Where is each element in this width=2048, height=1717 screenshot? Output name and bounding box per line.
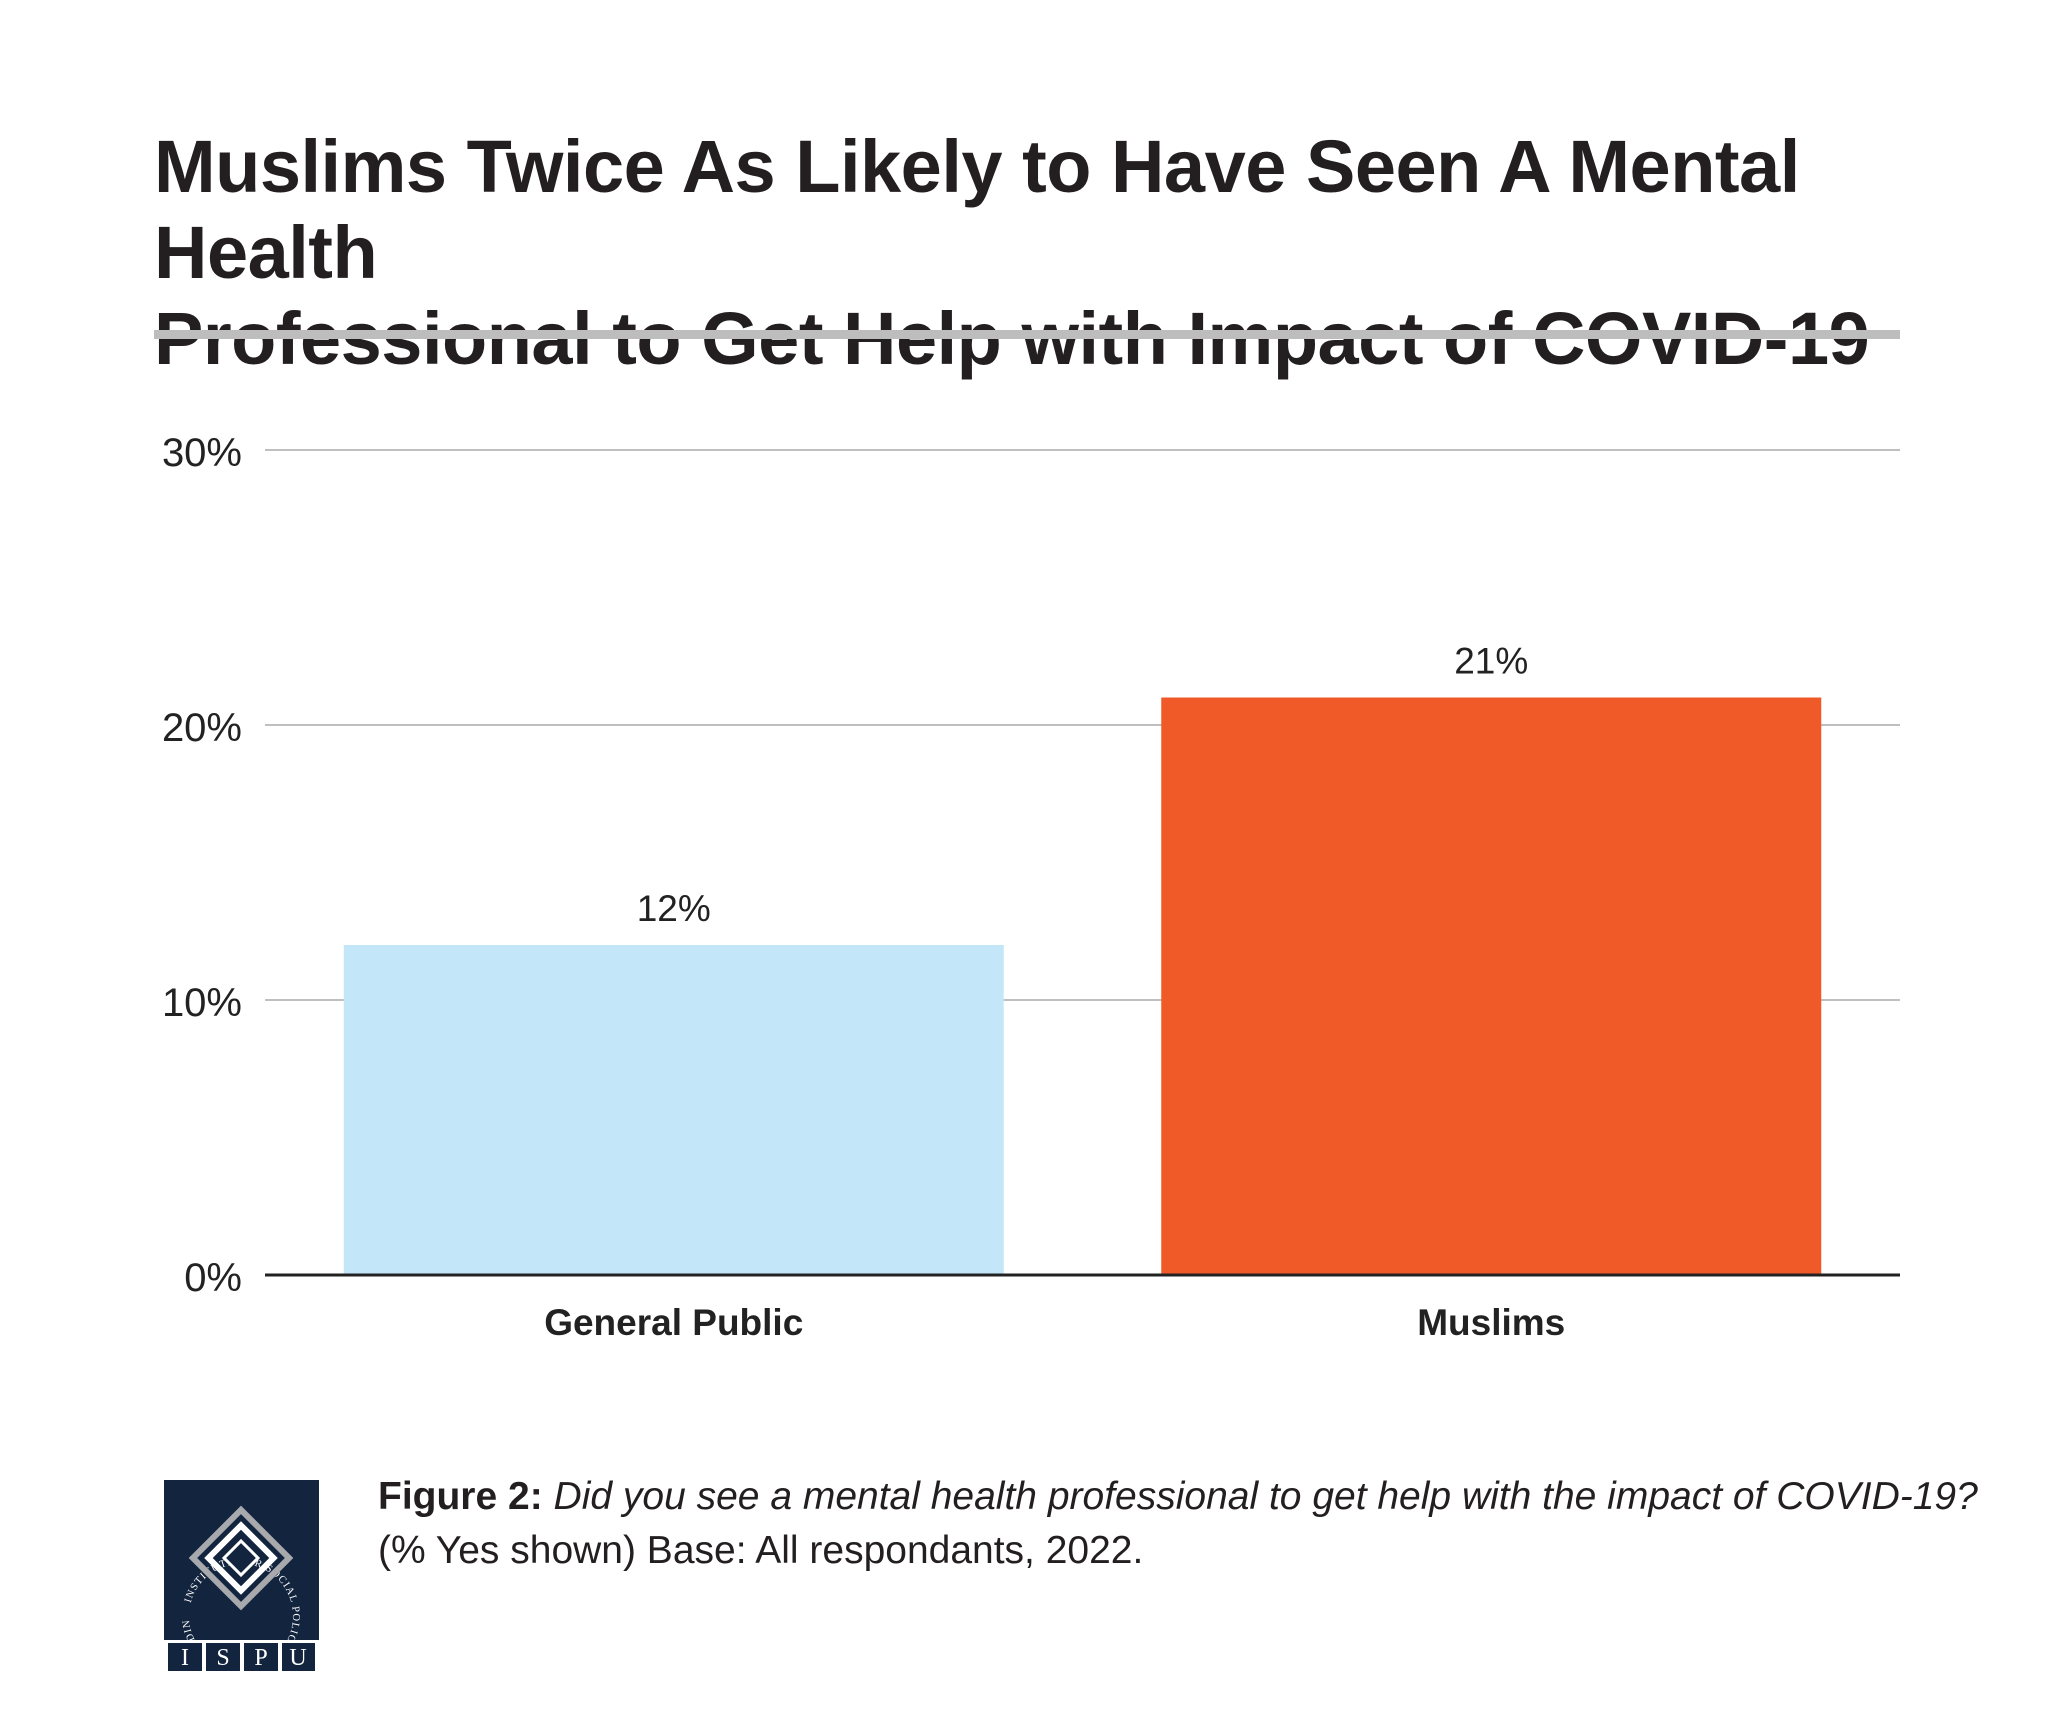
diamond-icon [188,1505,294,1611]
logo-letter: I [181,1645,189,1671]
figure-caption: Figure 2: Did you see a mental health pr… [378,1470,1978,1578]
ispu-logo-graphic: INSTITUTE FOR SOCIAL POLICY AND UNDERSTA… [160,1472,319,1676]
data-label: 12% [637,888,711,929]
y-tick-label: 0% [184,1256,242,1300]
ispu-logo: INSTITUTE FOR SOCIAL POLICY AND UNDERSTA… [160,1472,319,1676]
logo-letter: S [216,1645,229,1671]
x-tick-label: Muslims [1417,1302,1565,1343]
y-tick-label: 10% [162,981,242,1025]
caption-question: Did you see a mental health professional… [553,1475,1978,1518]
caption-label: Figure 2: [378,1475,543,1518]
y-tick-label: 20% [162,706,242,750]
data-label: 21% [1454,641,1528,682]
logo-letters: I S P U [164,1640,319,1674]
y-tick-label: 30% [162,431,242,475]
caption-note: (% Yes shown) Base: All respondants, 202… [378,1529,1144,1572]
bar-chart: 0% 10% 20% 30% 12% General Public 21% Muslims [162,431,1900,1343]
title-divider [154,330,1900,339]
bar [343,945,1004,1275]
logo-letter: P [254,1645,267,1671]
bar [1161,697,1822,1275]
x-tick-label: General Public [544,1302,803,1343]
logo-letter: U [289,1645,306,1671]
